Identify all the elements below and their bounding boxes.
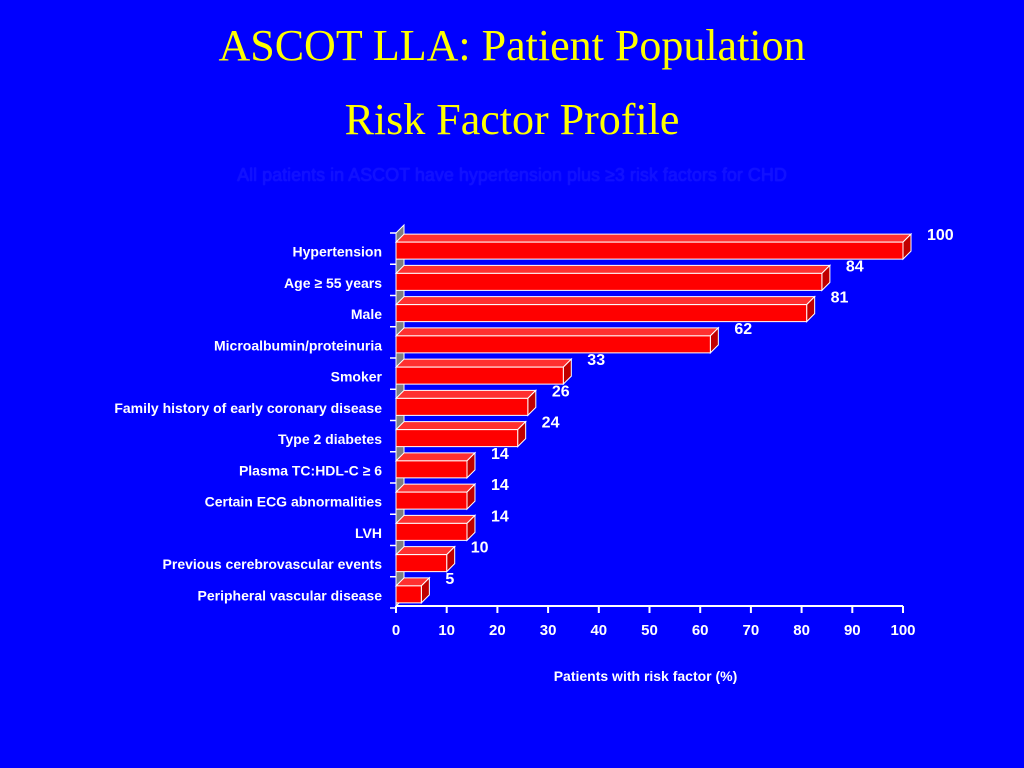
bar-front-face	[395, 491, 468, 510]
bar-top-face	[394, 483, 477, 493]
x-axis-title: Patients with risk factor (%)	[554, 668, 738, 684]
bar-front-face	[395, 522, 468, 541]
bar	[394, 357, 573, 386]
category-label: Certain ECG abnormalities	[205, 494, 383, 510]
bar	[394, 232, 913, 261]
bar	[394, 264, 832, 292]
bar-front-face	[395, 335, 711, 354]
category-label: Microalbumin/proteinuria	[214, 337, 382, 353]
bar-top-face	[394, 233, 913, 243]
bar-front-face	[395, 272, 823, 291]
category-labels: Hypertension Age ≥ 55 years Male Microalbum…	[114, 244, 382, 604]
bar-front-face	[395, 554, 448, 573]
category-label: Hypertension	[293, 244, 382, 260]
bar-front-face	[395, 397, 529, 416]
x-tick-label: 100	[890, 622, 915, 639]
bar	[394, 451, 477, 480]
bar	[394, 482, 477, 511]
value-label: 100	[927, 227, 954, 244]
category-label: Previous cerebrovascular events	[163, 556, 383, 572]
bar-top-face	[394, 389, 538, 399]
bar-front-face	[395, 366, 564, 385]
slide-caption: All patients in ASCOT have hypertension …	[237, 165, 787, 185]
x-tick-label: 40	[590, 622, 607, 639]
x-tick-label: 70	[743, 622, 760, 639]
bar-top-face	[394, 546, 456, 556]
category-label: Family history of early coronary disease	[114, 400, 382, 416]
category-label: Peripheral vascular disease	[198, 587, 383, 603]
bars	[394, 232, 913, 605]
category-label: Type 2 diabetes	[278, 431, 382, 447]
value-label: 33	[587, 352, 605, 369]
x-tick-label: 60	[692, 622, 709, 639]
bar-top-face	[394, 327, 720, 337]
bar-top-face	[394, 421, 527, 431]
category-label: Male	[351, 306, 382, 322]
bar-front-face	[395, 304, 808, 323]
bar	[394, 389, 538, 417]
bar-top-face	[394, 296, 816, 306]
x-tick-label: 50	[641, 622, 658, 639]
bar	[394, 326, 720, 355]
value-label: 14	[491, 508, 509, 525]
category-label: Age ≥ 55 years	[284, 275, 382, 291]
slide-subtitle-heading: Risk Factor Profile	[344, 95, 680, 144]
x-tick-label: 10	[438, 622, 455, 639]
bar-front-face	[395, 241, 904, 260]
category-label: Plasma TC:HDL-C ≥ 6	[239, 462, 382, 478]
value-label: 14	[491, 446, 509, 463]
x-tick-label: 90	[844, 622, 861, 639]
value-label: 62	[734, 321, 752, 338]
value-label: 26	[552, 383, 570, 400]
value-label: 14	[491, 477, 509, 494]
bar	[394, 576, 431, 605]
slide-title: ASCOT LLA: Patient Population	[218, 21, 806, 70]
bar-front-face	[395, 585, 422, 604]
bar-top-face	[394, 452, 477, 462]
x-tick-label: 30	[540, 622, 557, 639]
x-tick-label: 20	[489, 622, 506, 639]
value-label: 84	[846, 258, 864, 275]
bar-top-face	[394, 514, 477, 524]
value-label: 81	[831, 290, 849, 307]
x-tick-label: 80	[793, 622, 810, 639]
bar-front-face	[395, 429, 519, 448]
value-label: 10	[471, 540, 489, 557]
category-label: LVH	[355, 525, 382, 541]
x-axis: 0 10 20 30 40 50 60 70 80 90 100	[390, 232, 916, 639]
bar-front-face	[395, 460, 468, 479]
bar-top-face	[394, 264, 832, 274]
bar	[394, 295, 816, 323]
bar-top-face	[394, 358, 573, 368]
value-label: 24	[542, 415, 560, 432]
value-label: 5	[445, 571, 454, 588]
bar	[394, 420, 527, 448]
bar	[394, 545, 456, 573]
category-label: Smoker	[331, 369, 383, 385]
bar	[394, 514, 477, 542]
x-tick-label: 0	[392, 622, 400, 639]
